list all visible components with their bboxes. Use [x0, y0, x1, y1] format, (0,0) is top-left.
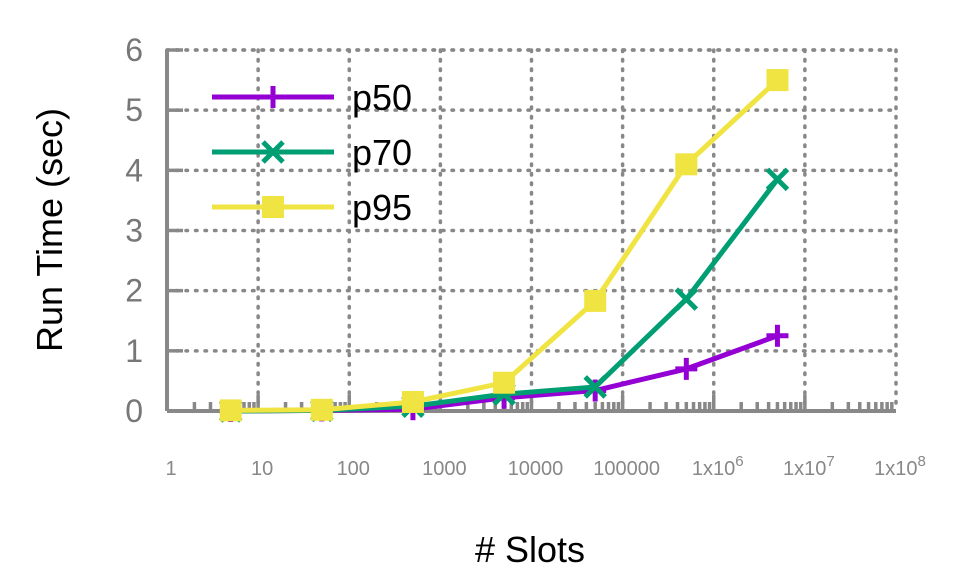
data-point-p95: [584, 289, 607, 312]
data-point-p50: [584, 379, 607, 402]
data-point-p70: [674, 287, 699, 311]
y-tick-label: 3: [125, 213, 143, 249]
x-tick-label: 1000: [422, 458, 467, 480]
legend-label: p50: [352, 77, 412, 118]
data-point-p50: [675, 357, 698, 380]
x-tick-label: 1x107: [783, 453, 835, 480]
legend: p50 p70 p95: [212, 77, 412, 228]
y-tick-label: 6: [125, 32, 143, 68]
y-tick-label: 1: [125, 333, 143, 369]
legend-marker-p95: [262, 196, 284, 218]
legend-item-p95: p95: [212, 187, 412, 228]
y-axis-title: Run Time (sec): [29, 108, 70, 352]
legend-item-p50: p50: [212, 77, 412, 118]
y-tick-label: 0: [125, 393, 143, 429]
data-point-p95: [675, 153, 698, 176]
grid-lines: [165, 48, 898, 413]
data-point-p70: [765, 167, 790, 192]
x-tick-label: 100: [337, 458, 370, 480]
x-tick-label: 1: [165, 458, 176, 480]
legend-label: p70: [352, 132, 412, 173]
x-tick-label: 100000: [593, 458, 660, 480]
y-tick-label: 2: [125, 273, 143, 309]
x-tick-labels: 1 10 100 1000 10000 100000 1x106 1x107 1x108: [165, 453, 925, 480]
legend-item-p70: p70: [212, 132, 412, 173]
x-tick-label: 10: [251, 458, 273, 480]
y-tick-labels: 0 1 2 3 4 5 6: [125, 32, 143, 429]
legend-marker-p50: [262, 86, 284, 108]
y-tick-label: 4: [125, 152, 143, 188]
series-group: [218, 69, 790, 423]
data-point-p70: [583, 375, 607, 399]
data-point-p95: [493, 371, 516, 394]
x-tick-label: 1x108: [874, 453, 926, 480]
data-point-p95: [401, 390, 424, 413]
legend-label: p95: [352, 187, 412, 228]
series-line-p95: [230, 78, 780, 413]
series-p95: [219, 69, 789, 422]
data-point-p95: [766, 69, 789, 92]
x-tick-label: 1x106: [692, 453, 744, 480]
y-tick-label: 5: [125, 92, 143, 128]
legend-marker-p70: [261, 140, 285, 164]
x-axis-title: # Slots: [475, 529, 585, 570]
data-point-p95: [219, 399, 242, 422]
x-tick-label: 10000: [508, 458, 564, 480]
data-point-p95: [310, 398, 333, 421]
data-point-p50: [766, 324, 789, 347]
